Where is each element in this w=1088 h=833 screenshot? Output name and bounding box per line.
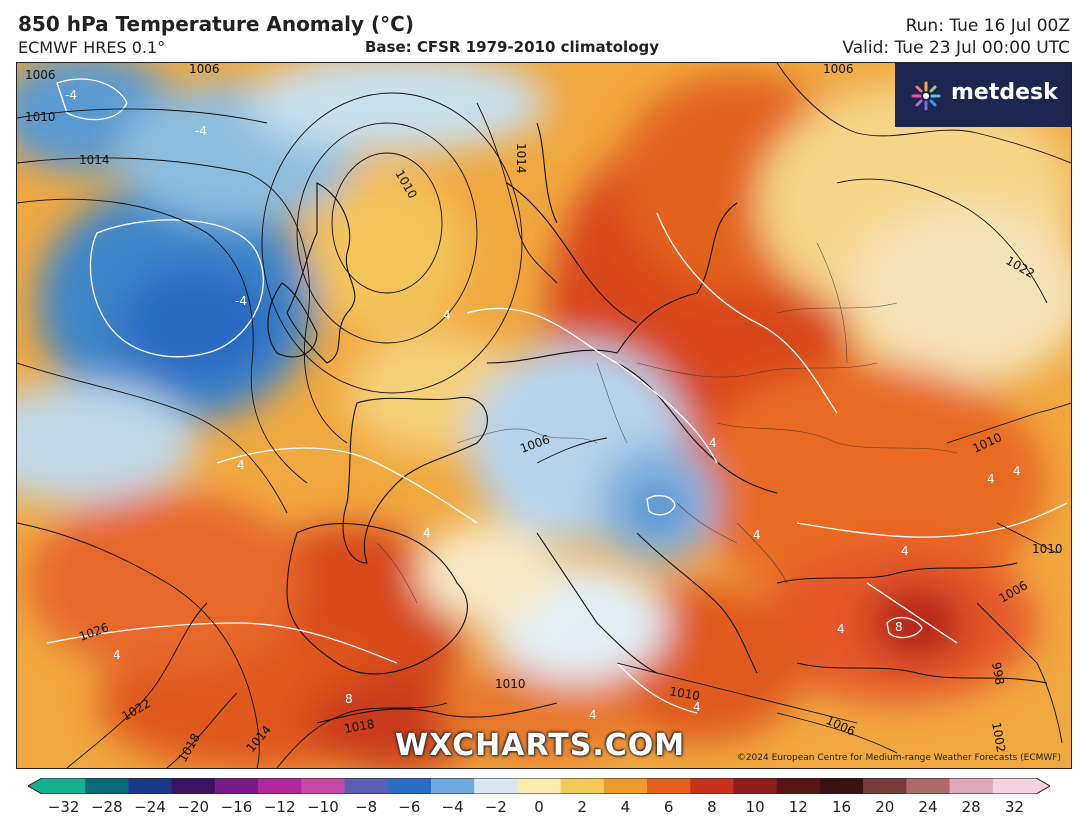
colorbar-cell	[214, 778, 259, 794]
colorbar-ticks: −32 −28 −24 −20 −16 −12 −10 −8 −6 −4 −2 0 2 4 6 8 10 12 16…	[0, 798, 1088, 822]
colorbar-cell	[344, 778, 389, 794]
colorbar-cell	[690, 778, 735, 794]
anomaly-label: -4	[235, 294, 247, 308]
colorbar-tick-label: 2	[577, 798, 587, 816]
anomaly-label: 4	[423, 526, 431, 540]
colorbar-tick-label: −2	[484, 798, 507, 816]
colorbar-cell	[301, 778, 346, 794]
isobar-label: 1010	[25, 110, 56, 124]
colorbar-cell	[171, 778, 216, 794]
colorbar	[28, 778, 1050, 794]
anomaly-label: 4	[709, 436, 717, 450]
run-time: Run: Tue 16 Jul 00Z	[905, 16, 1070, 36]
chart-header: 850 hPa Temperature Anomaly (°C) ECMWF H…	[0, 0, 1088, 62]
climatology-base: Base: CFSR 1979-2010 climatology	[365, 38, 660, 56]
colorbar-cell	[992, 778, 1037, 794]
colorbar-tick-label: −32	[47, 798, 80, 816]
colorbar-cell	[647, 778, 691, 794]
colorbar-tick-label: −6	[398, 798, 421, 816]
anomaly-label: 8	[895, 620, 903, 634]
colorbar-tick-label: −16	[220, 798, 253, 816]
isobar-label: 1010	[668, 684, 701, 703]
anomaly-label: 4	[901, 544, 909, 558]
colorbar-tick-label: −28	[90, 798, 123, 816]
colorbar-cell	[906, 778, 951, 794]
colorbar-tick-label: 20	[875, 798, 895, 816]
anomaly-field	[17, 63, 1071, 768]
metdesk-logo-text: metdesk	[951, 80, 1058, 105]
colorbar-cell	[85, 778, 130, 794]
colorbar-tick-label: −8	[355, 798, 378, 816]
anomaly-label: -4	[195, 124, 207, 138]
colorbar-cells	[28, 778, 1050, 794]
colorbar-cell	[949, 778, 994, 794]
metdesk-logo: metdesk	[895, 63, 1071, 127]
anomaly-label: -4	[65, 88, 77, 102]
colorbar-cell	[430, 778, 475, 794]
colorbar-tick-label: 32	[1004, 798, 1024, 816]
colorbar-tick-label: −20	[177, 798, 210, 816]
model-name: ECMWF HRES 0.1°	[18, 38, 166, 57]
isobars	[17, 63, 1071, 768]
isobar-label: 1014	[79, 153, 110, 167]
isobar-label: 998	[989, 661, 1007, 686]
colorbar-cell	[603, 778, 648, 794]
anomaly-label: 4	[753, 528, 761, 542]
colorbar-tick-label: −10	[307, 798, 339, 816]
colorbar-cell	[42, 778, 86, 794]
isobar-label: 1010	[1032, 542, 1063, 556]
borders	[376, 242, 958, 604]
metdesk-logo-icon	[911, 81, 941, 111]
isobar-label: 1014	[514, 143, 528, 174]
colorbar-min-arrow	[28, 778, 42, 794]
colorbar-cell	[387, 778, 432, 794]
colorbar-tick-label: 4	[620, 798, 631, 816]
colorbar-tick-label: 0	[534, 798, 544, 816]
colorbar-cell	[258, 778, 302, 794]
anomaly-label: 4	[1013, 464, 1021, 478]
anomaly-label: 4	[589, 708, 597, 722]
coastlines	[267, 122, 1048, 724]
anomaly-label: 4	[987, 472, 995, 486]
colorbar-tick-label: 24	[918, 798, 938, 816]
colorbar-cell	[517, 778, 562, 794]
anomaly-label: 8	[345, 692, 353, 706]
colorbar-cell	[474, 778, 518, 794]
colorbar-tick-label: 8	[707, 798, 717, 816]
anomaly-labels: -4 -4 -4 4 4 4 4 4 4 4 4 4 4 8 8 4 4	[65, 88, 1021, 722]
colorbar-tick-label: −24	[134, 798, 166, 816]
colorbar-tick-label: 16	[831, 798, 852, 816]
anomaly-label: 4	[693, 700, 701, 714]
copyright-note: ©2024 European Centre for Medium-range W…	[736, 753, 1061, 763]
isobar-label: 1002	[989, 721, 1008, 754]
isobar-label: 1018	[343, 717, 376, 736]
colorbar-tick-label: 6	[663, 798, 674, 816]
anomaly-label: 4	[837, 622, 845, 636]
chart-title: 850 hPa Temperature Anomaly (°C)	[18, 12, 414, 36]
isobar-label: 1006	[189, 63, 220, 76]
isobar-label: 1006	[823, 63, 854, 76]
anomaly-label: 4	[237, 458, 245, 472]
anomaly-contours	[46, 78, 1068, 714]
colorbar-tick-label: 10	[745, 798, 765, 816]
colorbar-tick-label: −4	[441, 798, 464, 816]
colorbar-cell	[863, 778, 907, 794]
anomaly-label: 4	[113, 648, 121, 662]
colorbar-tick-label: 28	[961, 798, 981, 816]
anomaly-label: 4	[443, 308, 451, 322]
isobar-label: 1010	[495, 677, 526, 691]
colorbar-cell	[128, 778, 173, 794]
watermark: WXCHARTS.COM	[395, 728, 686, 763]
valid-time: Valid: Tue 23 Jul 00:00 UTC	[842, 38, 1070, 58]
anomaly-map: 1006 1010 1014 1006 1010 1014 1006 1022 …	[16, 62, 1072, 769]
colorbar-cell	[819, 778, 864, 794]
colorbar-max-arrow	[1036, 778, 1050, 794]
colorbar-tick-label: −12	[263, 798, 296, 816]
colorbar-tick-label: 12	[788, 798, 808, 816]
colorbar-cell	[776, 778, 821, 794]
colorbar-cell	[733, 778, 778, 794]
isobar-label: 1006	[25, 68, 56, 82]
map-canvas: 1006 1010 1014 1006 1010 1014 1006 1022 …	[17, 63, 1071, 768]
colorbar-cell	[560, 778, 605, 794]
